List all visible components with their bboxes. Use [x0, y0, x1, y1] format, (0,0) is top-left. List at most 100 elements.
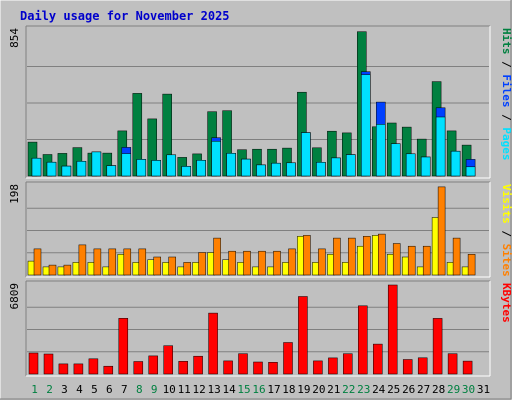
bar-pages-day-8	[136, 159, 147, 177]
bar-pages-day-9	[151, 160, 161, 177]
chart-panels: 854 Hits / Files / Pages 198 Visits / Sites…	[8, 25, 512, 377]
bar-pages-day-1	[31, 157, 42, 177]
bar-kbytes-day-7	[118, 318, 129, 375]
bar-sites-day-9	[153, 256, 161, 276]
bar-sites-day-27	[422, 245, 431, 276]
bar-pages-day-22	[346, 154, 356, 177]
bar-kbytes-day-20	[313, 360, 323, 375]
bar-pages-day-7	[121, 153, 132, 177]
bar-kbytes-day-22	[343, 353, 353, 375]
bar-pages-day-29	[450, 150, 461, 177]
x-tick-label-day-22: 22	[342, 383, 355, 396]
panel-hits-files-pages: 854 Hits / Files / Pages	[8, 25, 512, 179]
x-tick-label-day-15: 15	[237, 383, 250, 396]
bar-kbytes-day-17	[268, 362, 278, 375]
bar-sites-day-11	[183, 262, 191, 276]
y-max-label: 854	[8, 28, 21, 48]
bar-sites-day-5	[93, 248, 102, 276]
y-max-label: 198	[8, 184, 21, 204]
bar-pages-day-5	[91, 151, 102, 177]
bar-sites-day-14	[228, 250, 236, 276]
bar-pages-day-25	[390, 143, 401, 177]
bar-pages-day-10	[166, 154, 176, 177]
bar-sites-day-30	[467, 254, 476, 276]
bar-sites-day-1	[33, 248, 42, 276]
bar-kbytes-day-4	[73, 363, 84, 375]
x-tick-label-day-10: 10	[163, 383, 176, 396]
bar-sites-day-21	[333, 237, 341, 276]
bar-pages-day-28	[435, 116, 446, 177]
bar-kbytes-day-13	[208, 312, 218, 375]
bar-pages-day-19	[301, 132, 311, 177]
bar-kbytes-day-24	[373, 343, 383, 375]
y-max-label: 6809	[8, 283, 21, 310]
x-tick-label-day-3: 3	[61, 383, 68, 396]
x-tick-label-day-17: 17	[267, 383, 280, 396]
bar-sites-day-22	[348, 237, 356, 276]
bar-kbytes-day-30	[462, 360, 473, 375]
legend-part: Sites	[500, 244, 512, 277]
bar-sites-day-12	[198, 252, 206, 276]
x-tick-label-day-14: 14	[222, 383, 236, 396]
x-tick-label-day-9: 9	[151, 383, 158, 396]
legend-part: KBytes	[500, 283, 512, 323]
bar-pages-day-13	[211, 141, 221, 177]
legend-part: Visits	[500, 184, 512, 224]
bar-kbytes-day-28	[432, 318, 443, 375]
bar-kbytes-day-1	[28, 352, 39, 375]
x-tick-label-day-11: 11	[178, 383, 191, 396]
bar-pages-day-26	[405, 153, 416, 177]
bar-kbytes-day-3	[58, 363, 69, 375]
x-tick-label-day-7: 7	[121, 383, 128, 396]
legend-part: Files	[500, 74, 512, 107]
x-tick-label-day-4: 4	[76, 383, 83, 396]
x-tick-label-day-21: 21	[327, 383, 340, 396]
legend-part: /	[500, 224, 512, 244]
x-tick-label-day-18: 18	[282, 383, 295, 396]
x-tick-label-day-8: 8	[136, 383, 143, 396]
bar-sites-day-18	[288, 248, 296, 276]
x-tick-label-day-30: 30	[462, 383, 475, 396]
bar-pages-day-24	[376, 124, 386, 177]
x-tick-label-day-19: 19	[297, 383, 310, 396]
x-tick-label-day-26: 26	[402, 383, 415, 396]
bar-pages-day-6	[106, 165, 117, 177]
bar-pages-day-11	[181, 166, 191, 177]
bar-kbytes-day-2	[43, 353, 54, 375]
bar-kbytes-day-26	[402, 359, 413, 375]
bar-pages-day-3	[61, 165, 72, 177]
bar-sites-day-20	[318, 248, 326, 276]
bar-sites-day-17	[273, 250, 281, 276]
bar-kbytes-day-11	[178, 361, 188, 375]
bar-kbytes-day-10	[163, 345, 173, 375]
bar-sites-day-3	[63, 264, 72, 276]
legend-part: Hits	[500, 28, 512, 55]
x-tick-label-day-2: 2	[46, 383, 53, 396]
series-legend-label: Visits / Sites	[500, 184, 512, 277]
bar-kbytes-day-18	[283, 342, 293, 375]
bar-kbytes-day-19	[298, 296, 308, 375]
bar-sites-day-24	[378, 233, 386, 276]
bar-kbytes-day-29	[447, 353, 458, 375]
bar-kbytes-day-15	[238, 353, 248, 375]
x-tick-label-day-28: 28	[432, 383, 445, 396]
x-tick-label-day-5: 5	[91, 383, 98, 396]
bar-sites-day-10	[168, 256, 176, 276]
bar-sites-day-2	[48, 264, 57, 276]
bar-kbytes-day-8	[133, 361, 144, 375]
bar-kbytes-day-23	[358, 305, 368, 375]
panel-visits-sites: 198 Visits / Sites	[8, 181, 512, 278]
bar-kbytes-day-6	[103, 365, 114, 375]
x-tick-label-day-23: 23	[357, 383, 370, 396]
bar-sites-day-29	[452, 237, 461, 276]
bar-kbytes-day-12	[193, 355, 203, 375]
x-tick-label-day-25: 25	[387, 383, 400, 396]
x-tick-label-day-12: 12	[192, 383, 205, 396]
bar-sites-day-6	[108, 248, 117, 276]
bar-pages-day-16	[256, 164, 266, 177]
panel-background	[26, 281, 490, 376]
x-tick-label-day-24: 24	[372, 383, 386, 396]
bar-pages-day-23	[361, 74, 371, 177]
